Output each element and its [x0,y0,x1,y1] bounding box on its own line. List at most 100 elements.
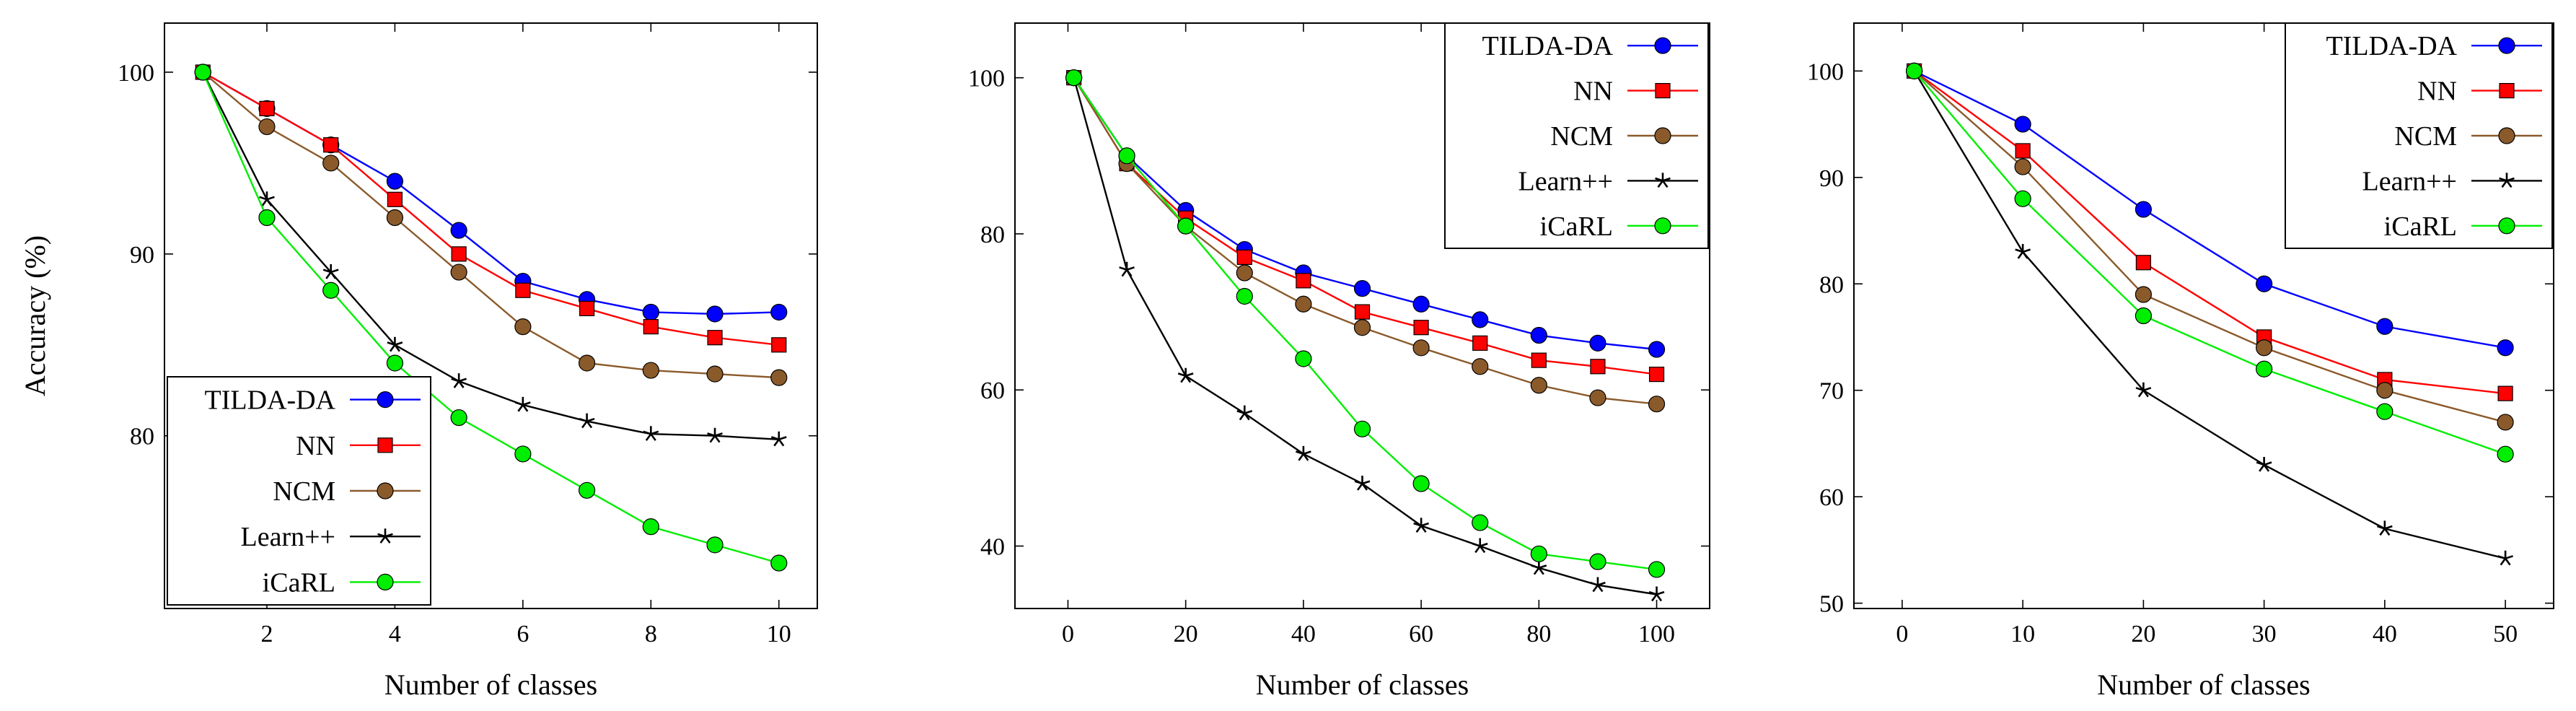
chart-2-legend-marker [1654,37,1671,54]
chart-1-data-point [770,303,788,321]
chart-2-data-point [1118,147,1135,165]
chart-2-data-point [1589,553,1606,570]
chart-1: 2 4 6 8 10 80 90 100 Number of classes Accuracy (… [19,22,818,701]
chart-3-series-line [1914,70,2506,349]
chart-1-ytick-label: 80 [130,424,154,450]
chart-2-data-point [1590,577,1606,593]
chart-3-series-icarl [1906,62,2514,463]
chart-1-legend-label: TILDA-DA [204,385,335,416]
chart-2-data-point [1648,341,1666,358]
chart-3-data-point [2135,382,2152,398]
chart-2-xtick-label: 100 [1638,621,1675,647]
chart-3-data-point [1906,62,1923,79]
chart-3-series-line [1913,70,2506,395]
chart-1-data-point [642,362,659,379]
chart-3-legend-marker [2499,82,2515,99]
chart-1-data-point [642,518,659,536]
chart-2-data-point [1530,545,1547,562]
chart-3-xtick-label: 0 [1896,621,1908,647]
chart-2-legend-marker [1655,82,1671,99]
chart-3-legend-marker [2498,217,2515,235]
chart-2-series-icarl [1065,69,1666,578]
chart-1-xtick-label: 10 [767,621,791,647]
chart-2-data-point [1295,295,1312,313]
chart-2-data-point [1531,352,1547,368]
chart-2-data-point [1296,445,1311,461]
chart-3-data-point [2015,143,2031,159]
chart-1-data-point [770,369,788,386]
chart-3-legend-marker [2498,37,2515,54]
chart-1-data-point [707,330,723,346]
chart-2-ytick-label: 80 [980,222,1005,248]
chart-1-data-point [706,536,724,554]
chart-1-data-point [322,154,340,172]
chart-2-data-point [1413,320,1429,336]
chart-2-data-point [1648,561,1666,578]
chart-2-data-point [1590,359,1606,375]
chart-1-data-point [514,318,532,336]
chart-1-data-point [578,354,596,372]
chart-1-data-point [258,118,276,136]
chart-2-data-point [1472,358,1489,375]
chart-2-xtick-label: 0 [1062,621,1074,647]
chart-1-data-point [258,209,276,227]
chart-2-data-point [1119,261,1135,277]
chart-2-data-point [1236,249,1252,265]
chart-2-data-point [1648,367,1665,383]
chart-2-data-point [1589,334,1606,352]
chart-2-data-point [1236,264,1253,282]
chart-1-data-point [771,337,787,353]
chart-1-legend-label: NN [296,431,335,461]
chart-3-xlabel: Number of classes [2097,668,2310,701]
chart-1-data-point [579,300,595,317]
chart-1-data-point [642,303,659,321]
chart-3-data-point [2135,255,2151,271]
chart-2-data-point [1353,319,1371,336]
chart-1-series-tilda-da [194,64,788,323]
chart-1-legend-label: Learn++ [241,522,335,552]
chart-3-data-point [2497,414,2514,431]
chart-3-legend-label: Learn++ [2362,166,2457,196]
chart-3-legend-label: NCM [2394,121,2457,152]
chart-3-data-point [2256,339,2273,357]
chart-2-xtick-label: 80 [1526,621,1551,647]
chart-3-data-point [2135,307,2152,325]
chart-1-series-icarl [194,64,788,572]
chart-1-data-point [450,409,467,427]
chart-3-legend: TILDA-DA NN NCM Learn++ iCaRL [2285,22,2553,249]
chart-3-data-point [2015,244,2031,259]
chart-2-legend-box [1444,22,1709,249]
chart-3-legend-label: TILDA-DA [2326,31,2457,61]
chart-3-xtick-label: 10 [2010,621,2035,647]
chart-3-legend-marker [2498,127,2515,144]
chart-1-data-point [770,554,788,572]
chart-2-legend-label: NN [1573,77,1613,107]
chart-2-data-point [1354,304,1371,320]
chart-1-xtick-label: 6 [516,621,529,647]
chart-1-data-point [579,413,595,429]
chart-1-legend-label: NCM [273,476,335,507]
chart-2-legend-label: Learn++ [1518,166,1613,196]
chart-1-data-point [578,481,596,499]
chart-2-xlabel: Number of classes [1256,668,1469,701]
chart-2-xtick-label: 20 [1174,621,1198,647]
chart-1-legend-marker [377,482,394,500]
chart-1-data-point [643,426,659,441]
chart-1-data-point [323,137,339,153]
chart-3: 0 10 20 30 40 50 50 60 70 80 90 100 Number of classe… [1807,22,2554,701]
chart-2-legend-label: TILDA-DA [1482,31,1613,61]
chart-3-data-point [2256,275,2273,292]
chart-2-data-point [1177,217,1195,235]
chart-2-data-point [1177,367,1194,383]
chart-1-series-line [202,71,779,379]
chart-2-data-point [1648,586,1665,602]
chart-1-data-point [451,246,467,262]
chart-3-data-point [2135,201,2152,218]
chart-2-data-point [1648,396,1666,413]
chart-2-legend-marker [1654,127,1671,144]
chart-3-data-point [2135,286,2152,303]
chart-2-legend-marker [1654,217,1671,235]
chart-1-series-line [202,71,779,346]
chart-3-legend-marker [2499,173,2515,188]
chart-1-series-line [202,71,779,440]
